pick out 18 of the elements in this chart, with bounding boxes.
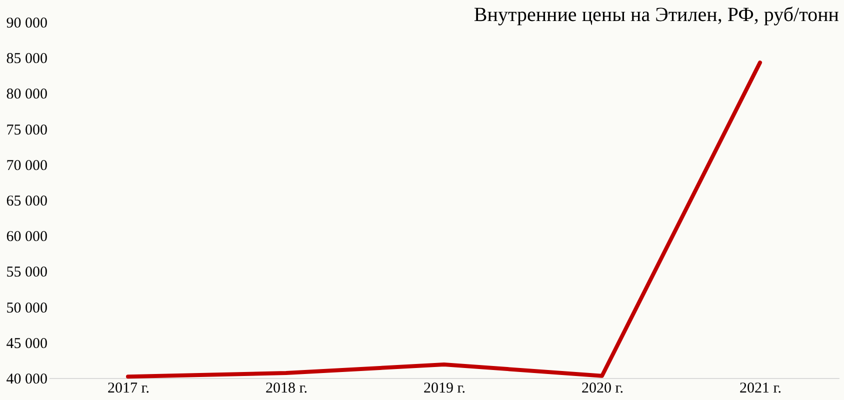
y-tick-label: 70 000	[6, 158, 48, 174]
y-tick-label: 90 000	[6, 16, 48, 32]
chart-title: Внутренние цены на Этилен, РФ, руб/тонн	[474, 4, 840, 26]
x-tick-label: 2020 г.	[582, 380, 624, 396]
y-tick-label: 80 000	[6, 86, 48, 103]
line-series	[126, 60, 762, 379]
y-tick-label: 75 000	[6, 122, 48, 138]
x-tick-label: 2017 г.	[108, 380, 150, 396]
x-tick-label: 2021 г.	[740, 380, 782, 396]
y-tick-label: 45 000	[6, 336, 48, 352]
y-tick-label: 55 000	[6, 264, 48, 281]
x-tick-label: 2019 г.	[424, 380, 466, 396]
y-tick-label: 85 000	[6, 51, 48, 68]
y-tick-label: 65 000	[6, 194, 48, 210]
y-tick-label: 50 000	[6, 300, 48, 316]
y-tick-label: 60 000	[6, 229, 48, 246]
y-tick-label: 40 000	[6, 372, 48, 388]
x-tick-label: 2018 г.	[266, 380, 308, 396]
